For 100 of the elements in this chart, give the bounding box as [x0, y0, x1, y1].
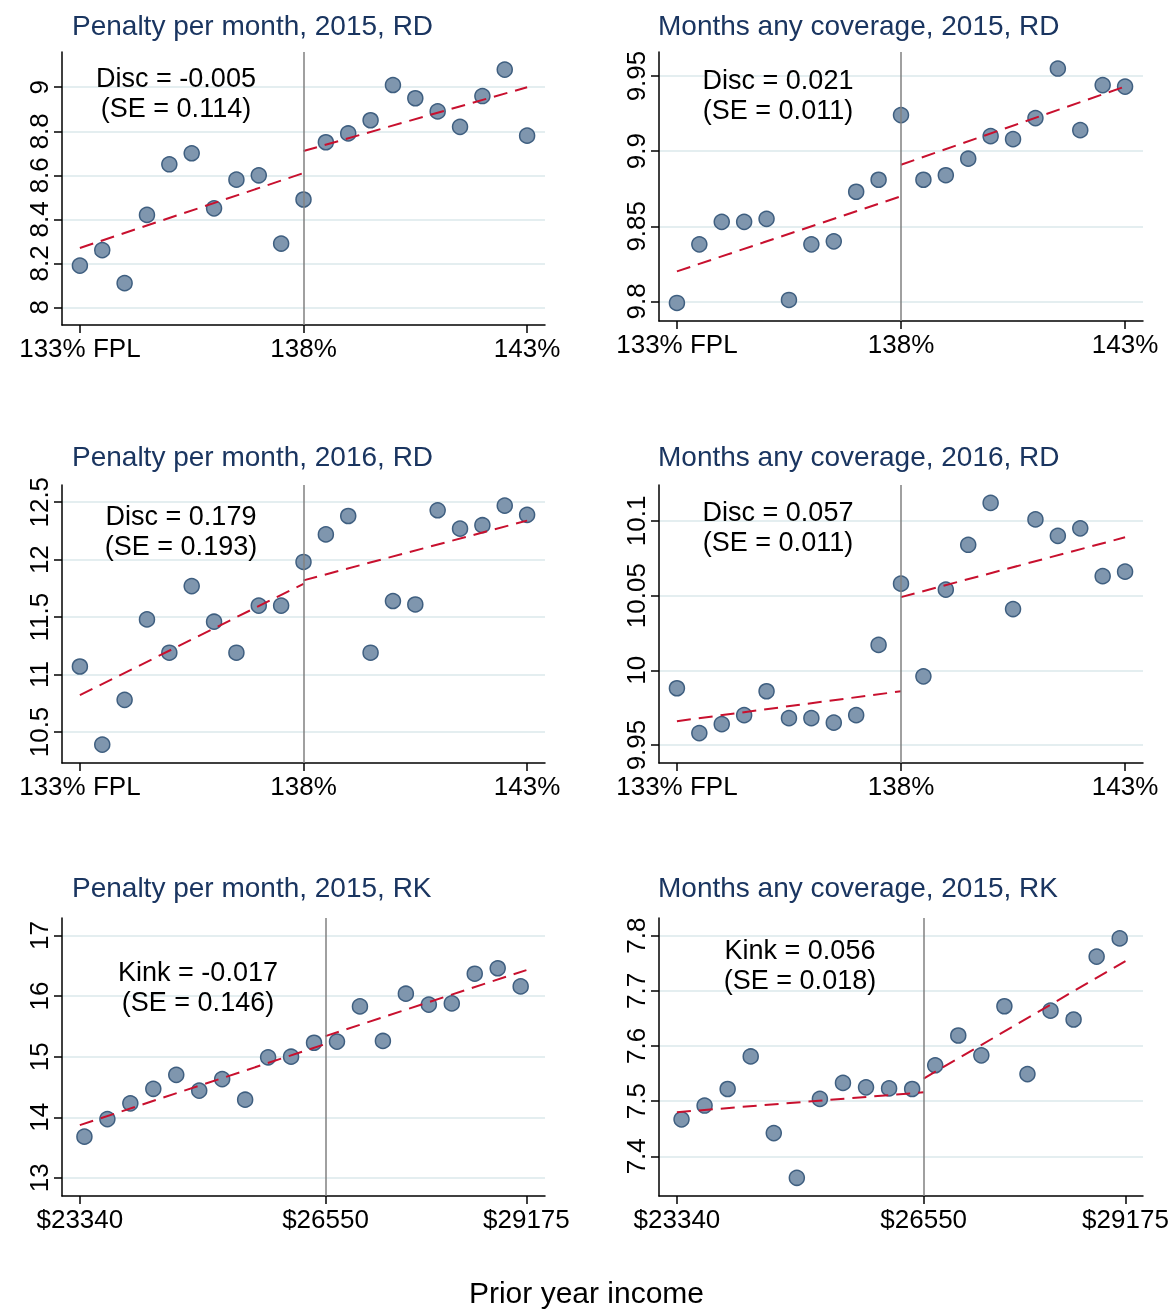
point	[1049, 527, 1067, 545]
point	[236, 1091, 254, 1108]
point	[250, 597, 268, 614]
point	[518, 506, 536, 524]
point	[742, 1048, 759, 1065]
point	[950, 1027, 967, 1044]
y-tick-label: 8.8	[24, 113, 54, 150]
point	[328, 1033, 346, 1050]
point	[443, 995, 461, 1012]
point	[926, 1057, 944, 1074]
point	[183, 577, 200, 595]
point	[116, 691, 133, 709]
annotation: Disc = 0.057	[702, 497, 854, 527]
point	[803, 236, 820, 253]
point	[1116, 78, 1134, 95]
y-tick-label: 9.85	[621, 201, 651, 252]
y-tick-label: 8.6	[24, 157, 54, 194]
y-tick-label: 7.8	[621, 917, 651, 954]
point	[713, 213, 730, 231]
point	[1042, 1002, 1059, 1019]
point	[1111, 930, 1128, 947]
y-tick-label: 10.5	[24, 706, 54, 758]
x-tick-label: 138%	[867, 771, 935, 801]
point	[1004, 130, 1022, 148]
x-tick-label: $29175	[1082, 1204, 1169, 1234]
point	[825, 233, 843, 250]
point	[959, 150, 977, 167]
annotation: Kink = -0.017	[118, 957, 278, 987]
y-tick-label: 11	[24, 661, 54, 689]
x-tick-label: 138%	[270, 333, 337, 363]
point	[474, 516, 491, 534]
point	[915, 171, 932, 188]
point	[451, 118, 469, 136]
point	[451, 520, 469, 537]
point	[691, 724, 708, 742]
point	[870, 636, 887, 654]
point	[937, 581, 955, 598]
point	[691, 236, 708, 253]
point	[489, 960, 506, 977]
x-tick-label: 138%	[867, 329, 935, 359]
point	[116, 274, 133, 292]
point	[847, 183, 865, 201]
point	[870, 171, 887, 188]
chart-title: Months any coverage, 2016, RD	[658, 440, 1060, 472]
point	[250, 167, 268, 184]
y-tick-label: 10.1	[621, 495, 651, 547]
point	[94, 241, 111, 259]
y-tick-label: 8.2	[24, 245, 54, 282]
point	[397, 985, 415, 1002]
y-tick-label: 9.9	[621, 133, 651, 170]
annotation: (SE = 0.011)	[702, 527, 854, 557]
point	[339, 507, 357, 525]
point	[317, 526, 335, 543]
point	[780, 709, 798, 727]
chart-title: Penalty per month, 2015, RD	[72, 9, 434, 41]
point	[758, 683, 775, 700]
point	[1088, 948, 1105, 965]
point	[758, 210, 775, 228]
y-tick-label: 15	[24, 1042, 54, 1072]
point	[71, 658, 89, 675]
point	[765, 1124, 783, 1142]
point	[168, 1066, 185, 1084]
point	[420, 996, 438, 1013]
x-tick-label: 133% FPL	[19, 771, 141, 801]
y-tick-label: 10	[621, 655, 651, 685]
x-tick-label: 138%	[270, 771, 337, 801]
point	[1072, 520, 1089, 537]
y-tick-label: 17	[24, 921, 54, 951]
annotation: Disc = -0.005	[96, 63, 256, 93]
x-tick-label: 143%	[493, 333, 561, 363]
point	[668, 680, 686, 697]
x-tick-label: 143%	[1091, 329, 1159, 359]
point	[496, 497, 513, 514]
y-tick-label: 11.5	[24, 592, 54, 642]
point	[788, 1169, 806, 1187]
point	[138, 611, 156, 628]
annotation: (SE = 0.018)	[723, 965, 877, 995]
point	[1004, 600, 1022, 618]
point	[982, 494, 999, 512]
point	[496, 61, 513, 78]
chart-title: Penalty per month, 2016, RD	[72, 440, 434, 472]
y-tick-label: 16	[24, 981, 54, 1011]
point	[1065, 1011, 1082, 1028]
chart-title: Penalty per month, 2015, RK	[72, 871, 432, 903]
point	[825, 714, 843, 731]
chart-title: Months any coverage, 2015, RK	[658, 871, 1059, 903]
y-tick-label: 7.5	[621, 1083, 651, 1120]
point	[1019, 1065, 1036, 1083]
point	[71, 257, 89, 274]
point	[713, 715, 730, 733]
y-tick-label: 7.7	[621, 972, 651, 1009]
point	[937, 166, 955, 184]
point	[668, 294, 686, 312]
point	[228, 644, 245, 661]
annotation: Kink = 0.056	[724, 935, 876, 965]
annotation: (SE = 0.193)	[104, 531, 258, 561]
annotation: (SE = 0.146)	[121, 987, 275, 1017]
point	[512, 978, 529, 995]
y-tick-label: 9.8	[621, 283, 651, 320]
point	[362, 112, 379, 129]
